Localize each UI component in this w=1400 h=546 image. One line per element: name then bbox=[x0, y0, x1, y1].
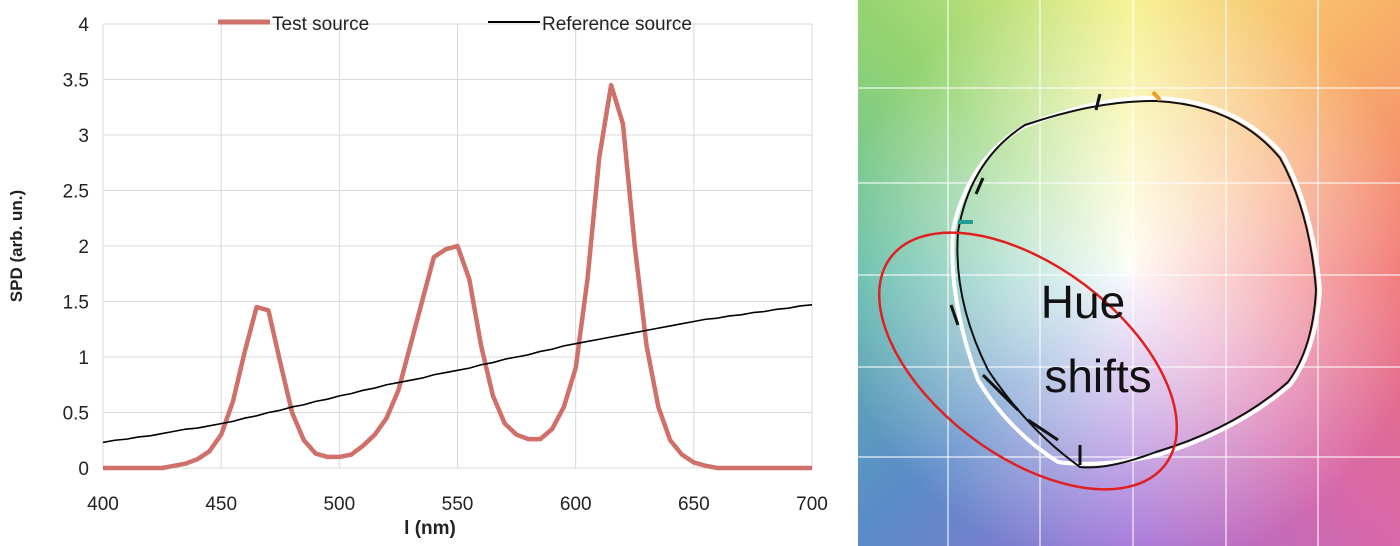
series-line bbox=[102, 304, 813, 444]
test-loop bbox=[956, 99, 1318, 469]
y-axis-label: SPD (arb. un.) bbox=[7, 190, 26, 302]
shift-arrows bbox=[949, 93, 1102, 465]
y-tick-label: 2 bbox=[78, 237, 89, 258]
y-tick-label: 3 bbox=[78, 126, 89, 147]
y-tick-label: 0 bbox=[78, 459, 89, 480]
x-tick-label: 600 bbox=[560, 494, 592, 515]
legend-label: Reference source bbox=[542, 14, 692, 35]
x-tick-label: 700 bbox=[796, 494, 828, 515]
y-tick-label: 1 bbox=[78, 348, 89, 369]
marker bbox=[1151, 90, 1162, 102]
x-axis-label: l (nm) bbox=[404, 518, 456, 539]
y-tick-label: 3.5 bbox=[63, 71, 89, 92]
series-line bbox=[103, 82, 812, 471]
reference-loop bbox=[950, 95, 1323, 466]
y-tick-label: 0.5 bbox=[63, 404, 89, 425]
legend-label: Test source bbox=[272, 14, 369, 35]
highlight-ellipse bbox=[877, 231, 1179, 491]
annotation: Hue bbox=[1041, 276, 1125, 328]
annotation: shifts bbox=[1044, 350, 1151, 402]
y-tick-label: 2.5 bbox=[63, 182, 89, 203]
x-tick-label: 400 bbox=[87, 494, 119, 515]
x-tick-label: 500 bbox=[323, 494, 355, 515]
diagram-grid bbox=[858, 0, 1400, 546]
hue-diagram: Hue shifts bbox=[858, 0, 1400, 546]
y-tick-label: 1.5 bbox=[63, 293, 89, 314]
x-tick-label: 650 bbox=[678, 494, 710, 515]
x-tick-label: 450 bbox=[205, 494, 237, 515]
y-tick-label: 4 bbox=[78, 15, 89, 36]
x-tick-label: 550 bbox=[442, 494, 474, 515]
chart: SPD (arb. un.) l (nm) 0 0.5 1 1.5 2 2.5 3 3.5 4 4… bbox=[7, 14, 828, 539]
